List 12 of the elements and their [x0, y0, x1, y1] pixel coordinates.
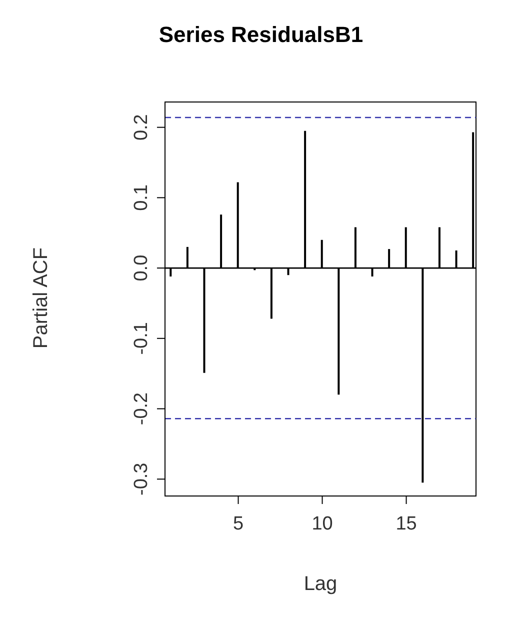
y-tick-label: 0.0: [131, 254, 152, 282]
y-tick-label: -0.3: [131, 462, 152, 496]
y-axis-title: Partial ACF: [30, 247, 53, 349]
y-tick-label: -0.1: [131, 322, 152, 355]
x-tick-label: 5: [232, 513, 244, 534]
y-tick-label: 0.1: [131, 184, 152, 211]
y-tick-label: -0.2: [131, 392, 152, 426]
x-axis-title: Lag: [302, 573, 338, 596]
x-tick-label: 15: [396, 513, 417, 534]
x-tick-label: 10: [312, 513, 333, 534]
y-tick-label: 0.2: [131, 114, 152, 141]
chart-title: Series ResidualsB1: [158, 22, 364, 48]
